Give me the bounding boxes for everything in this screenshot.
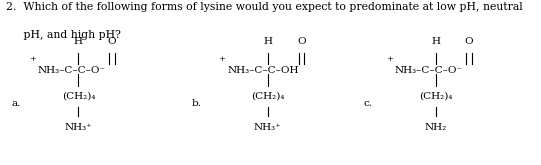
Text: NH₂: NH₂: [424, 123, 447, 132]
Text: b.: b.: [192, 99, 202, 108]
Text: a.: a.: [12, 99, 21, 108]
Text: NH₃–C–C–O⁻: NH₃–C–C–O⁻: [38, 66, 106, 75]
Text: NH₃–C–C–O⁻: NH₃–C–C–O⁻: [395, 66, 463, 75]
Text: +: +: [386, 55, 393, 63]
Text: (CH₂)₄: (CH₂)₄: [419, 91, 452, 100]
Text: O: O: [108, 37, 116, 46]
Text: +: +: [29, 55, 36, 63]
Text: H: H: [263, 37, 272, 46]
Text: (CH₂)₄: (CH₂)₄: [251, 91, 285, 100]
Text: c.: c.: [364, 99, 373, 108]
Text: NH₃–C–C–OH: NH₃–C–C–OH: [227, 66, 299, 75]
Text: (CH₂)₄: (CH₂)₄: [62, 91, 95, 100]
Text: pH, and high pH?: pH, and high pH?: [6, 30, 121, 40]
Text: +: +: [219, 55, 225, 63]
Text: H: H: [74, 37, 83, 46]
Text: H: H: [431, 37, 440, 46]
Text: O: O: [465, 37, 473, 46]
Text: O: O: [297, 37, 306, 46]
Text: 2.  Which of the following forms of lysine would you expect to predominate at lo: 2. Which of the following forms of lysin…: [6, 2, 523, 13]
Text: NH₃⁺: NH₃⁺: [64, 123, 93, 132]
Text: NH₃⁺: NH₃⁺: [254, 123, 282, 132]
